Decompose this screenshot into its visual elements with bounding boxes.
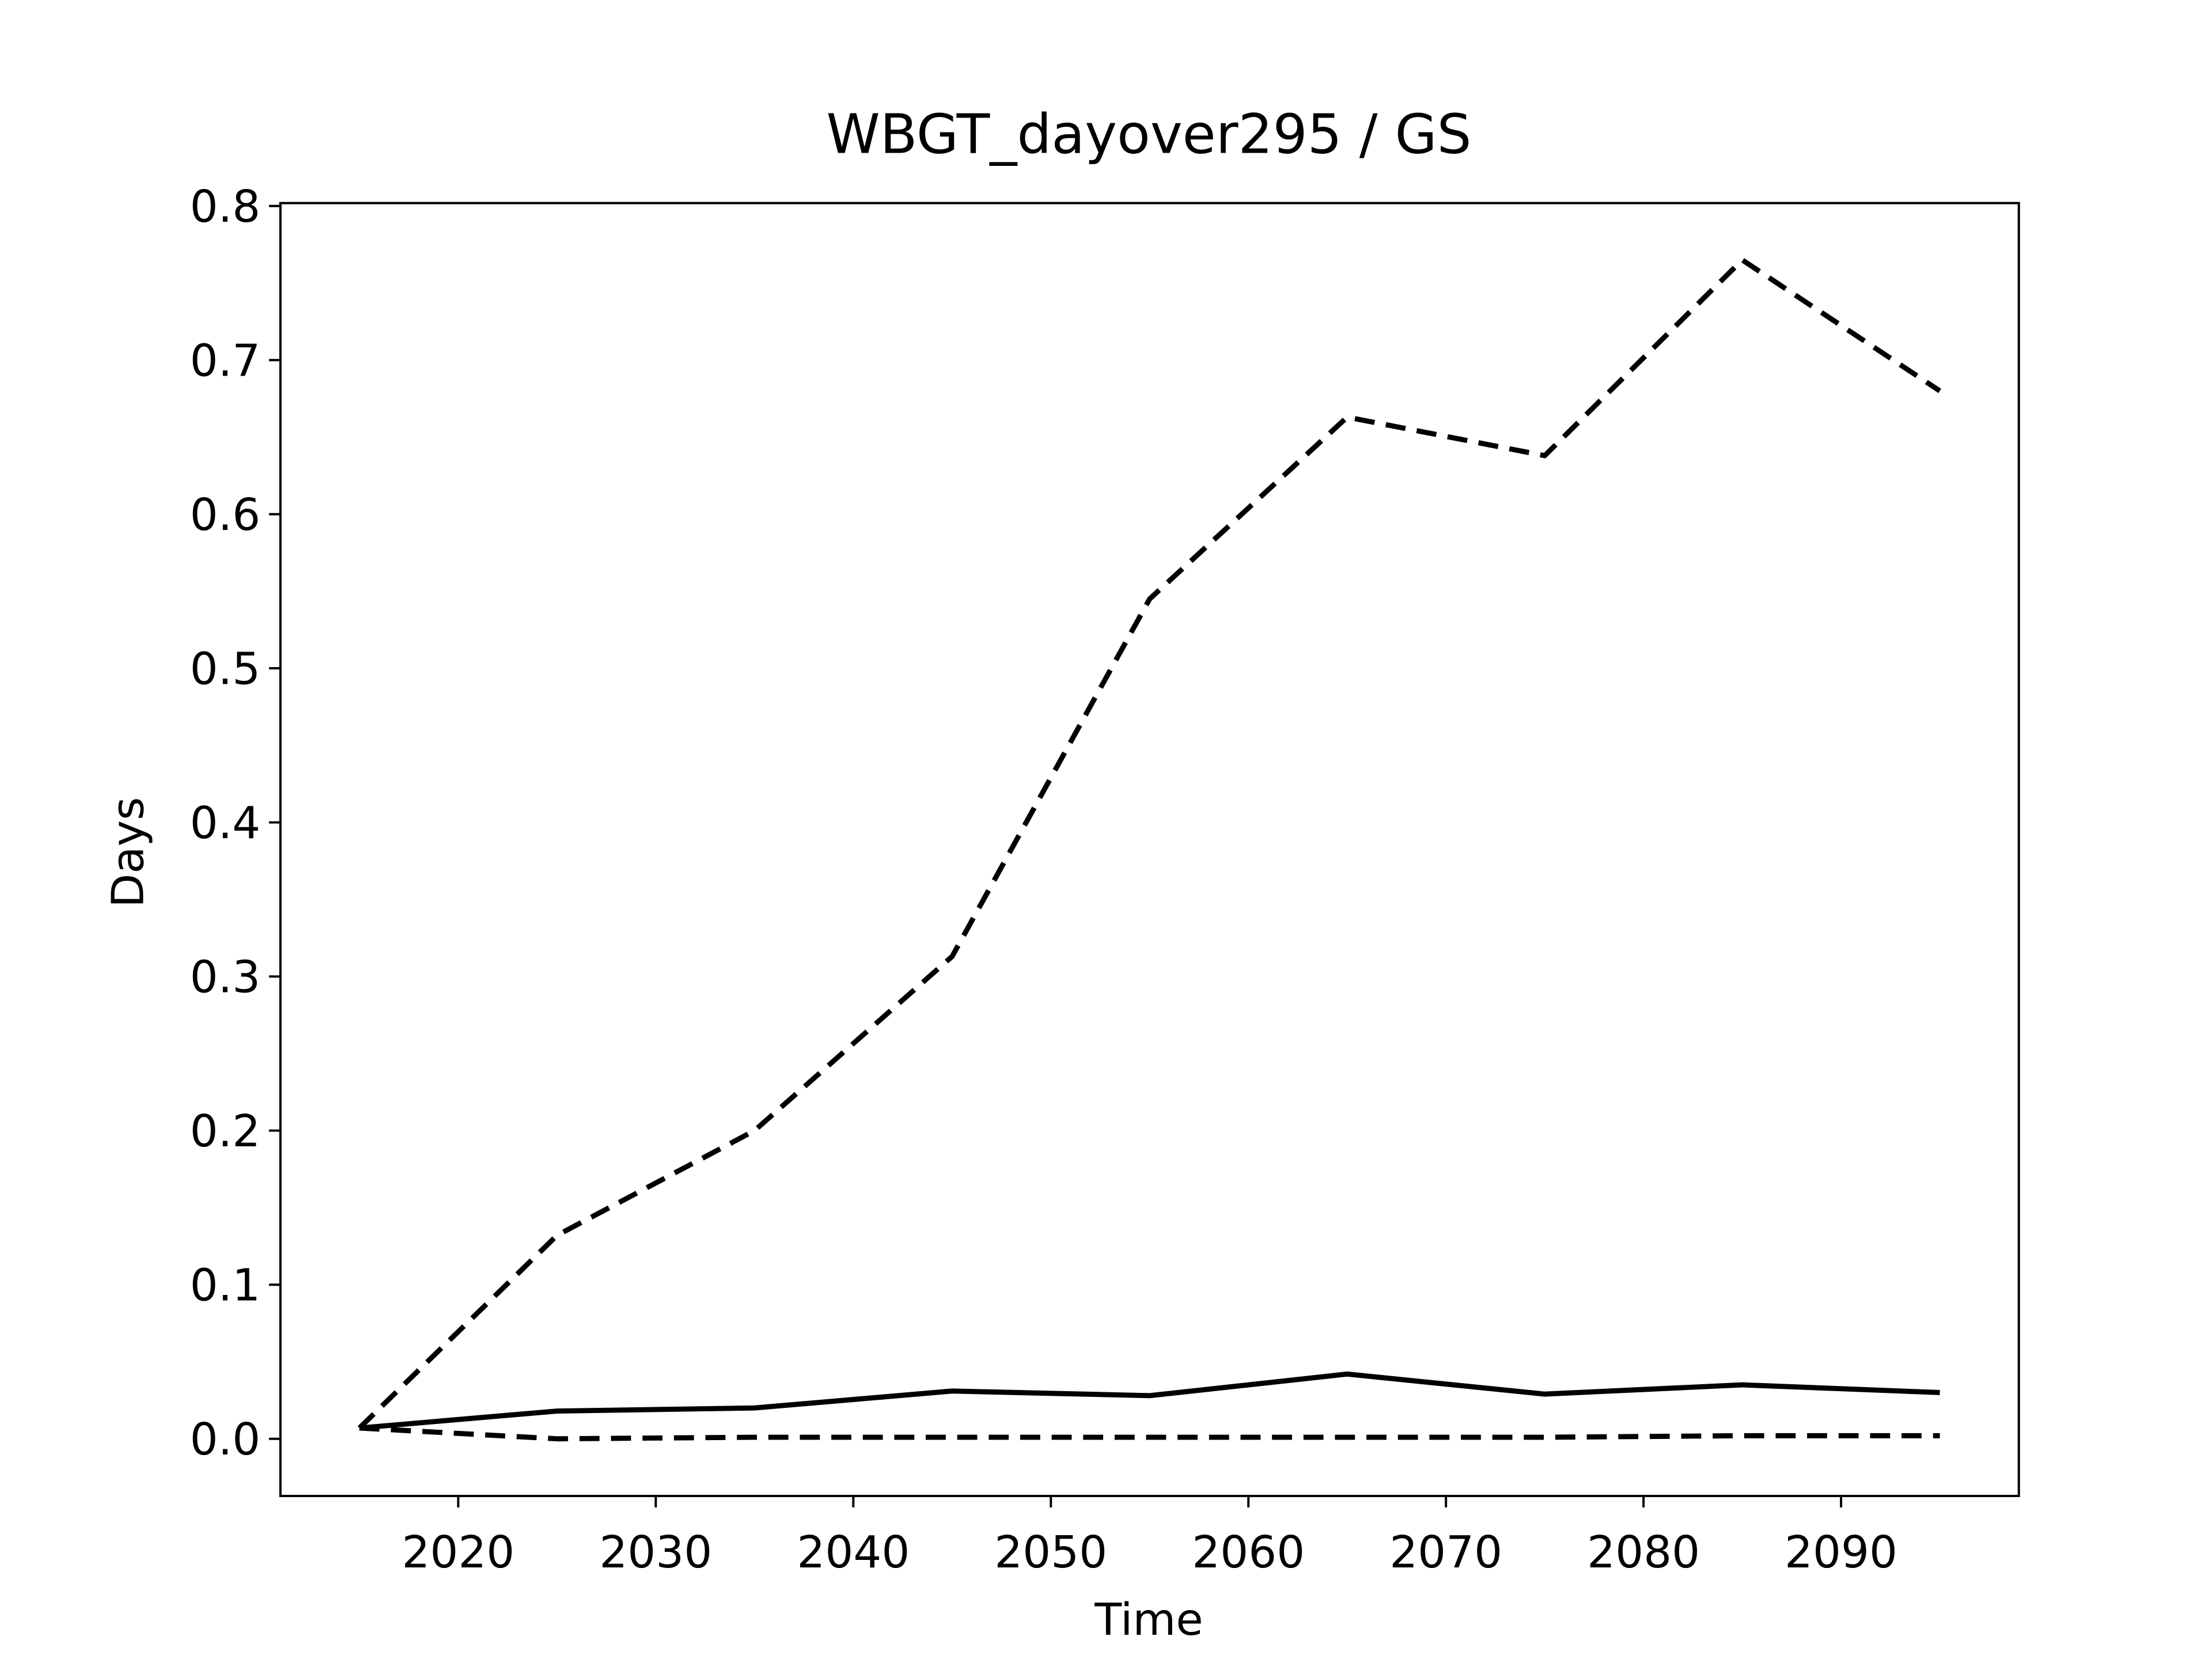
- x-tick-label: 2050: [994, 1527, 1107, 1578]
- y-tick-label: 0.2: [190, 1106, 260, 1157]
- y-tick-label: 0.7: [190, 335, 260, 387]
- y-tick-label: 0.6: [190, 490, 260, 541]
- x-tick-label: 2080: [1587, 1527, 1700, 1578]
- x-tick-label: 2040: [797, 1527, 910, 1578]
- y-tick-label: 0.8: [190, 181, 260, 233]
- y-tick-label: 0.3: [190, 952, 260, 1003]
- x-tick-label: 2070: [1389, 1527, 1502, 1578]
- x-tick-label: 2030: [599, 1527, 712, 1578]
- x-tick-label: 2090: [1785, 1527, 1897, 1578]
- x-tick-label: 2020: [402, 1527, 515, 1578]
- series-line: [359, 1425, 1940, 1442]
- series-line: [359, 1371, 1940, 1431]
- x-axis-label: Time: [1094, 1594, 1203, 1646]
- y-axis-label: Days: [103, 797, 154, 908]
- y-tick-label: 0.1: [190, 1260, 260, 1312]
- y-tick-label: 0.4: [190, 798, 260, 849]
- y-tick-label: 0.0: [190, 1414, 260, 1465]
- series-line: [357, 257, 1941, 1430]
- chart-title: WBGT_dayover295 / GS: [826, 103, 1471, 166]
- x-tick-label: 2060: [1192, 1527, 1305, 1578]
- y-tick-label: 0.5: [190, 643, 260, 695]
- plot-frame: [279, 202, 2020, 1497]
